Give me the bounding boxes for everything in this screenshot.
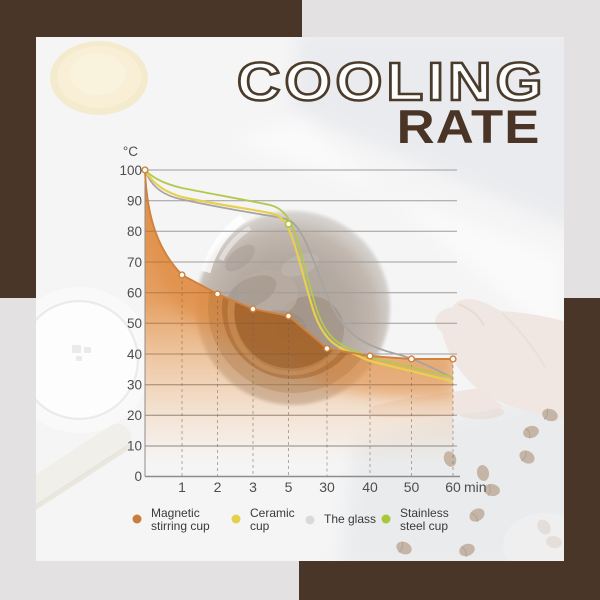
svg-text:50: 50	[127, 316, 142, 331]
svg-text:2: 2	[214, 479, 222, 495]
svg-text:70: 70	[127, 255, 142, 270]
svg-text:60: 60	[127, 286, 142, 301]
svg-text:20: 20	[127, 408, 142, 423]
svg-text:1: 1	[178, 479, 186, 495]
svg-text:3: 3	[249, 479, 257, 495]
svg-text:stirring cup: stirring cup	[151, 519, 210, 533]
svg-text:The glass: The glass	[324, 512, 376, 526]
svg-text:80: 80	[127, 224, 142, 239]
svg-text:min: min	[464, 479, 487, 495]
svg-text:30: 30	[127, 378, 142, 393]
svg-text:90: 90	[127, 194, 142, 209]
svg-text:cup: cup	[250, 519, 270, 533]
svg-text:Magnetic: Magnetic	[151, 506, 200, 520]
svg-text:°C: °C	[123, 144, 138, 159]
svg-text:100: 100	[119, 163, 142, 178]
svg-text:60: 60	[445, 479, 461, 495]
svg-text:30: 30	[319, 479, 335, 495]
svg-text:0: 0	[134, 469, 142, 484]
svg-text:Ceramic: Ceramic	[250, 506, 295, 520]
svg-text:10: 10	[127, 439, 142, 454]
svg-text:steel cup: steel cup	[400, 519, 448, 533]
svg-text:5: 5	[285, 479, 293, 495]
svg-text:50: 50	[404, 479, 420, 495]
svg-text:Stainless: Stainless	[400, 506, 449, 520]
svg-text:40: 40	[362, 479, 378, 495]
svg-text:40: 40	[127, 347, 142, 362]
